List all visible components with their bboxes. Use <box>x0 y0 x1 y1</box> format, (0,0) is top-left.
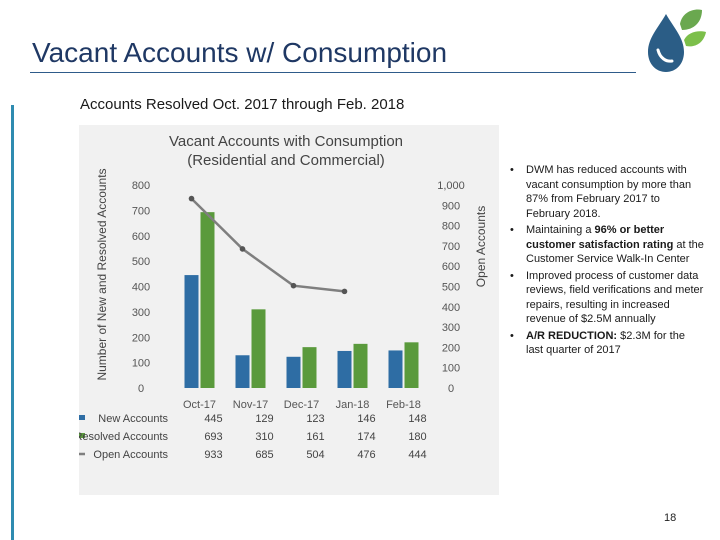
y-tick-label: 400 <box>132 282 150 294</box>
legend-label: New Accounts <box>98 413 168 425</box>
bar-resolved-accounts <box>251 309 266 388</box>
x-tick-label: Oct-17 <box>183 399 216 411</box>
bullet-item: • Maintaining a 96% or better customer s… <box>510 224 704 266</box>
dwm-logo <box>648 9 706 72</box>
page-title: Vacant Accounts w/ Consumption <box>32 37 448 68</box>
y2-tick-label: 500 <box>442 282 460 294</box>
bullet-item: • Improved process of customer data revi… <box>510 269 704 326</box>
x-tick-label: Feb-18 <box>386 399 421 411</box>
y2-tick-label: 100 <box>442 363 460 375</box>
x-tick-label: Jan-18 <box>336 399 370 411</box>
table-cell: 504 <box>306 449 324 461</box>
table-cell: 129 <box>255 413 273 425</box>
y-tick-label: 500 <box>132 256 150 268</box>
open-accounts-point <box>290 282 297 289</box>
y2-axis-title: Open Accounts <box>474 206 488 287</box>
legend-swatch-resolved-accounts <box>79 433 85 438</box>
bar-resolved-accounts <box>404 342 419 388</box>
bullet-text: DWM has reduced accounts with vacant con… <box>526 164 692 220</box>
table-cell: 444 <box>408 449 426 461</box>
page-number: 18 <box>664 512 677 524</box>
legend-label: Resolved Accounts <box>79 431 168 443</box>
y2-tick-label: 700 <box>442 241 460 253</box>
table-cell: 123 <box>306 413 324 425</box>
bar-resolved-accounts <box>353 343 368 388</box>
bullet-text-prefix: Maintaining a <box>526 224 595 236</box>
bullet-list: • DWM has reduced accounts with vacant c… <box>510 163 705 360</box>
bar-new-accounts <box>337 350 352 388</box>
table-cell: 148 <box>408 413 426 425</box>
open-accounts-point <box>239 246 246 252</box>
bullet-item: • A/R REDUCTION: $2.3M for the last quar… <box>510 329 685 357</box>
table-cell: 161 <box>306 431 324 443</box>
bar-new-accounts <box>184 275 199 388</box>
open-accounts-point <box>341 288 348 295</box>
legend-label: Open Accounts <box>93 449 168 461</box>
y-tick-label: 100 <box>132 358 150 370</box>
y2-tick-label: 300 <box>442 322 460 334</box>
bullet-text-bold: 96% or better customer satisfaction rati… <box>526 224 674 251</box>
x-tick-label: Dec-17 <box>284 399 319 411</box>
table-cell: 174 <box>357 431 375 443</box>
chart-title-line-1: Vacant Accounts with Consumption <box>169 133 403 150</box>
slide-accent-line <box>11 105 14 540</box>
title-divider <box>30 72 636 73</box>
x-tick-label: Nov-17 <box>233 399 268 411</box>
y-tick-label: 0 <box>138 383 144 395</box>
y2-tick-label: 1,000 <box>437 180 465 192</box>
y-tick-label: 700 <box>132 205 150 217</box>
table-cell: 693 <box>204 431 222 443</box>
chart-subtitle: Accounts Resolved Oct. 2017 through Feb.… <box>80 96 405 113</box>
chart-panel: Vacant Accounts with Consumption (Residen… <box>79 125 499 495</box>
bar-resolved-accounts <box>200 212 215 388</box>
table-cell: 310 <box>255 431 273 443</box>
table-cell: 476 <box>357 449 375 461</box>
open-accounts-point <box>188 195 195 202</box>
bullet-text-suffix: $2.3M for the last quarter of 2017 <box>526 329 685 357</box>
table-cell: 445 <box>204 413 222 425</box>
table-cell: 146 <box>357 413 375 425</box>
table-cell: 933 <box>204 449 222 461</box>
y-tick-label: 600 <box>132 231 150 243</box>
bullet-item: • DWM has reduced accounts with vacant c… <box>510 163 705 221</box>
bar-new-accounts <box>286 356 301 388</box>
bar-resolved-accounts <box>302 347 317 388</box>
y2-tick-label: 0 <box>448 383 454 395</box>
bullet-text: Improved process of customer data review… <box>526 269 704 326</box>
bullet-text-bold: A/R REDUCTION: <box>526 329 618 342</box>
y2-tick-label: 900 <box>442 200 460 212</box>
bullet-text-suffix: at the Customer Service Walk-In Center <box>526 238 704 266</box>
y-tick-label: 200 <box>132 332 150 344</box>
y-tick-label: 300 <box>132 307 150 319</box>
y2-tick-label: 600 <box>442 261 460 273</box>
table-cell: 180 <box>408 431 426 443</box>
chart-title-line-2: (Residential and Commercial) <box>187 152 385 169</box>
y2-tick-label: 800 <box>442 221 460 233</box>
legend-swatch-new-accounts <box>79 415 85 420</box>
y2-tick-label: 200 <box>442 342 460 354</box>
y-tick-label: 800 <box>132 180 150 192</box>
open-accounts-line <box>190 197 345 293</box>
bar-new-accounts <box>235 355 250 388</box>
combo-chart: Vacant Accounts with Consumption (Residen… <box>79 133 488 461</box>
bar-new-accounts <box>388 350 403 388</box>
y-axis-title: Number of New and Resolved Accounts <box>95 168 109 380</box>
table-cell: 685 <box>255 449 273 461</box>
y2-tick-label: 400 <box>442 302 460 314</box>
